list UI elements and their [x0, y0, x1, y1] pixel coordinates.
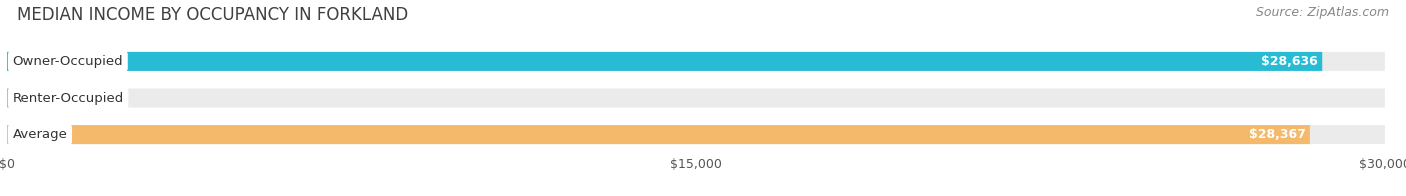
FancyBboxPatch shape: [7, 52, 1385, 71]
Text: Source: ZipAtlas.com: Source: ZipAtlas.com: [1256, 6, 1389, 19]
FancyBboxPatch shape: [7, 125, 1385, 144]
FancyBboxPatch shape: [7, 52, 1322, 71]
Text: $28,367: $28,367: [1249, 128, 1306, 141]
Text: $0: $0: [87, 92, 103, 104]
FancyBboxPatch shape: [7, 125, 1310, 144]
FancyBboxPatch shape: [7, 88, 1385, 108]
Text: Owner-Occupied: Owner-Occupied: [13, 55, 124, 68]
Text: Renter-Occupied: Renter-Occupied: [13, 92, 124, 104]
Text: MEDIAN INCOME BY OCCUPANCY IN FORKLAND: MEDIAN INCOME BY OCCUPANCY IN FORKLAND: [17, 6, 408, 24]
Text: Average: Average: [13, 128, 67, 141]
FancyBboxPatch shape: [7, 88, 69, 108]
Text: $28,636: $28,636: [1261, 55, 1319, 68]
